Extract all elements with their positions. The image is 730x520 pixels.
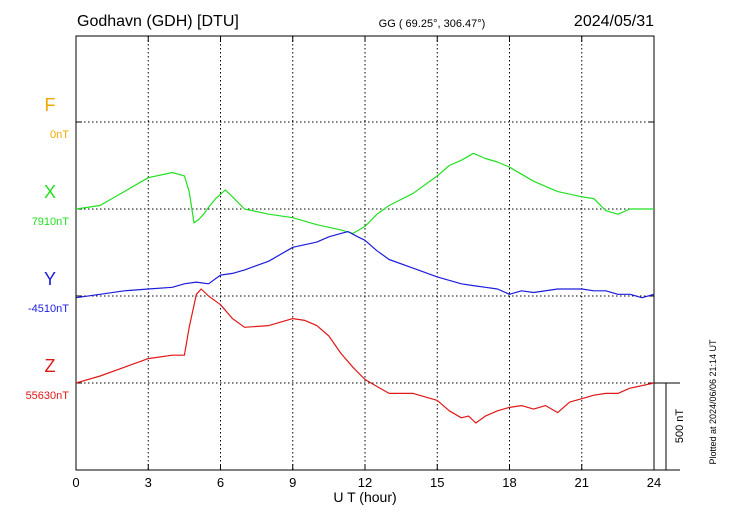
series-baseline-x: 7910nT — [32, 216, 70, 228]
station-title: Godhavn (GDH) [DTU] — [77, 13, 239, 30]
x-tick-labels: 0 3 6 9 12 15 18 21 24 — [72, 475, 661, 490]
series-name-z: Z — [45, 356, 56, 376]
scale-bar: 500 nT — [654, 382, 686, 471]
x-tick-label: 18 — [502, 475, 516, 490]
series-baseline-y: -4510nT — [28, 303, 69, 315]
scale-bar-label: 500 nT — [674, 409, 686, 444]
series-name-x: X — [44, 182, 56, 202]
x-tick-label: 12 — [358, 475, 372, 490]
series-baseline-f: 0nT — [50, 129, 69, 141]
x-tick-label: 6 — [217, 475, 224, 490]
station-coords: GG ( 69.25°, 306.47°) — [379, 18, 486, 30]
x-tick-label: 3 — [145, 475, 152, 490]
series-layer — [75, 152, 655, 424]
x-tick-label: 21 — [575, 475, 589, 490]
series-labels: F 0nT X 7910nT Y -4510nT Z 55630nT — [26, 95, 70, 402]
series-line-y — [75, 231, 655, 299]
plotted-timestamp: Plotted at 2024/06/06 21:14 UT — [708, 339, 718, 465]
series-line-x — [75, 152, 654, 234]
tick-marks — [75, 35, 655, 471]
series-line-z — [75, 288, 655, 424]
x-axis-label: U T (hour) — [333, 489, 396, 505]
x-tick-label: 15 — [430, 475, 444, 490]
series-baseline-z: 55630nT — [26, 390, 70, 402]
date-label: 2024/05/31 — [574, 13, 654, 30]
series-name-f: F — [45, 95, 56, 115]
series-name-y: Y — [44, 269, 56, 289]
x-tick-label: 9 — [289, 475, 296, 490]
x-tick-label: 24 — [647, 475, 661, 490]
x-tick-label: 0 — [72, 475, 79, 490]
grid — [76, 36, 654, 470]
